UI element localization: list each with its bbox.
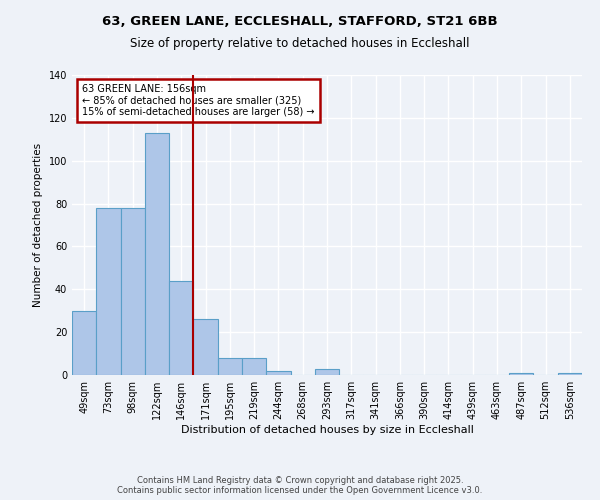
Bar [558,373,582,375]
Bar [193,320,218,375]
Text: 63, GREEN LANE, ECCLESHALL, STAFFORD, ST21 6BB: 63, GREEN LANE, ECCLESHALL, STAFFORD, ST… [102,15,498,28]
X-axis label: Distribution of detached houses by size in Eccleshall: Distribution of detached houses by size … [181,425,473,435]
Bar [315,368,339,375]
Bar [72,310,96,375]
Bar [169,280,193,375]
Text: Size of property relative to detached houses in Eccleshall: Size of property relative to detached ho… [130,38,470,51]
Bar [266,370,290,375]
Bar [96,208,121,375]
Y-axis label: Number of detached properties: Number of detached properties [33,143,43,307]
Bar [242,358,266,375]
Bar [218,358,242,375]
Text: Contains HM Land Registry data © Crown copyright and database right 2025.
Contai: Contains HM Land Registry data © Crown c… [118,476,482,495]
Bar [121,208,145,375]
Bar [145,133,169,375]
Bar [509,373,533,375]
Text: 63 GREEN LANE: 156sqm
← 85% of detached houses are smaller (325)
15% of semi-det: 63 GREEN LANE: 156sqm ← 85% of detached … [82,84,314,117]
